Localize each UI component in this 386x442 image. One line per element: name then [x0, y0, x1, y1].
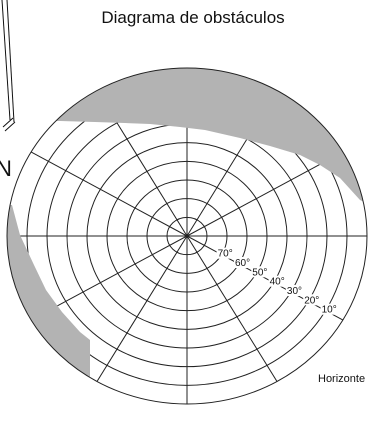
elevation-label-bg [251, 266, 270, 278]
azimuth-line [94, 235, 188, 385]
diagram-title: Diagrama de obstáculos [101, 8, 285, 27]
elevation-label: 10° [322, 305, 337, 316]
azimuth-line [186, 235, 347, 323]
elevation-label-bg [268, 275, 287, 287]
elevation-label: 20° [304, 295, 319, 306]
obstacle-top-right [7, 68, 367, 210]
elevation-label-bg [320, 303, 339, 315]
elevation-label-bg [234, 257, 252, 268]
elevation-label-bg [216, 247, 235, 259]
elevation-label: 40° [270, 277, 285, 288]
azimuth-line [27, 149, 188, 237]
north-arrow-icon [1, 0, 16, 132]
azimuth-line [186, 235, 280, 385]
elevation-labels: 10°20°30°40°50°60°70° [216, 247, 339, 316]
elevation-label: 70° [218, 249, 233, 260]
horizon-outline [6, 67, 368, 405]
elevation-label: 60° [235, 258, 250, 269]
north-label: N [0, 156, 12, 181]
elevation-label-bg [303, 294, 322, 306]
elevation-label: 30° [287, 286, 302, 297]
horizon-label: Horizonte [318, 373, 365, 385]
elevation-label: 50° [252, 267, 267, 278]
elevation-label-bg [285, 285, 304, 296]
